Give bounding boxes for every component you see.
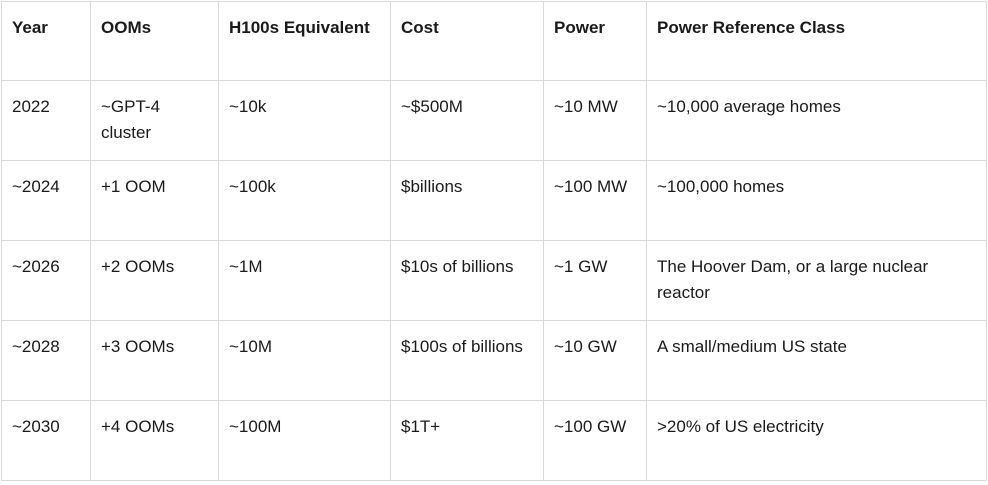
table-header: Year OOMs H100s Equivalent Cost Power Po…	[1, 1, 987, 81]
header-ooms: OOMs	[90, 1, 219, 81]
cell-reference: >20% of US electricity	[646, 400, 987, 481]
header-h100s-equivalent: H100s Equivalent	[218, 1, 391, 81]
cell-h100s: ~1M	[218, 240, 391, 321]
cell-year: ~2028	[1, 320, 91, 401]
table-body: 2022 ~GPT-4 cluster ~10k ~$500M ~10 MW ~…	[1, 80, 987, 481]
table-row: ~2024 +1 OOM ~100k $billions ~100 MW ~10…	[1, 160, 987, 241]
cell-year: ~2026	[1, 240, 91, 321]
cell-reference: A small/medium US state	[646, 320, 987, 401]
header-cost: Cost	[390, 1, 544, 81]
cell-power: ~1 GW	[543, 240, 647, 321]
cell-h100s: ~10k	[218, 80, 391, 161]
header-power-reference-class: Power Reference Class	[646, 1, 987, 81]
cell-power: ~10 GW	[543, 320, 647, 401]
cell-cost: $100s of billions	[390, 320, 544, 401]
cell-cost: ~$500M	[390, 80, 544, 161]
table-row: ~2026 +2 OOMs ~1M $10s of billions ~1 GW…	[1, 240, 987, 321]
header-power: Power	[543, 1, 647, 81]
cell-ooms: +2 OOMs	[90, 240, 219, 321]
header-row: Year OOMs H100s Equivalent Cost Power Po…	[1, 1, 987, 81]
cell-ooms: +4 OOMs	[90, 400, 219, 481]
cell-power: ~100 GW	[543, 400, 647, 481]
cell-reference: ~100,000 homes	[646, 160, 987, 241]
cell-reference: ~10,000 average homes	[646, 80, 987, 161]
table-row: ~2028 +3 OOMs ~10M $100s of billions ~10…	[1, 320, 987, 401]
cell-ooms: +3 OOMs	[90, 320, 219, 401]
cell-year: ~2024	[1, 160, 91, 241]
cell-power: ~100 MW	[543, 160, 647, 241]
cell-cost: $10s of billions	[390, 240, 544, 321]
cell-h100s: ~100k	[218, 160, 391, 241]
cell-year: 2022	[1, 80, 91, 161]
cell-ooms: ~GPT-4 cluster	[90, 80, 219, 161]
cell-h100s: ~10M	[218, 320, 391, 401]
header-year: Year	[1, 1, 91, 81]
cell-h100s: ~100M	[218, 400, 391, 481]
cell-cost: $billions	[390, 160, 544, 241]
cell-power: ~10 MW	[543, 80, 647, 161]
cell-ooms: +1 OOM	[90, 160, 219, 241]
cell-reference: The Hoover Dam, or a large nuclear react…	[646, 240, 987, 321]
table-row: 2022 ~GPT-4 cluster ~10k ~$500M ~10 MW ~…	[1, 80, 987, 161]
cell-cost: $1T+	[390, 400, 544, 481]
cell-year: ~2030	[1, 400, 91, 481]
table-row: ~2030 +4 OOMs ~100M $1T+ ~100 GW >20% of…	[1, 400, 987, 481]
